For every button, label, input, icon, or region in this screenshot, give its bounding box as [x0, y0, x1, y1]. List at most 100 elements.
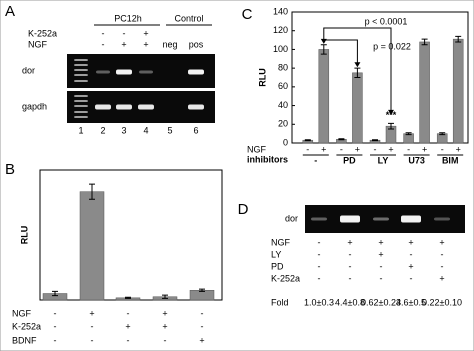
row-label: PD: [271, 261, 284, 271]
y-tick-label: 140: [273, 6, 288, 16]
sign: -: [410, 249, 413, 259]
error-bar: [439, 132, 446, 136]
sign: +: [408, 261, 413, 271]
panel-label: D: [238, 201, 249, 218]
sign: -: [306, 144, 309, 154]
sign: +: [422, 144, 427, 154]
sign: +: [89, 308, 94, 318]
sign: +: [355, 144, 360, 154]
error-bar: [320, 44, 327, 55]
bracket-arrow: [323, 27, 392, 114]
band: [138, 104, 154, 110]
band: [401, 215, 421, 223]
band: [139, 70, 153, 74]
row-label: inhibitors: [247, 154, 288, 164]
band: [74, 95, 88, 97]
y-tick-label: 120: [273, 25, 288, 35]
gel-label: gapdh: [22, 101, 47, 111]
sign: +: [199, 335, 204, 345]
error-bar: [455, 35, 462, 43]
group-label: PD: [343, 155, 356, 165]
sign: +: [378, 237, 383, 247]
arrow-head: [320, 38, 327, 44]
lane-number: 3: [121, 125, 126, 135]
error-bar: [125, 296, 131, 299]
band: [116, 104, 132, 110]
sign: -: [441, 144, 444, 154]
sign: -: [349, 249, 352, 259]
sign: +: [162, 321, 167, 331]
sign: -: [102, 28, 105, 38]
sign: -: [318, 273, 321, 283]
band: [373, 217, 389, 221]
fold-value: 3.6±0.5: [396, 297, 426, 307]
sign: -: [441, 249, 444, 259]
sign: -: [318, 261, 321, 271]
row-label: NGF: [12, 308, 32, 318]
error-bar: [89, 183, 95, 200]
band: [434, 217, 450, 221]
band: [311, 217, 327, 221]
band: [74, 111, 88, 113]
sign: -: [441, 261, 444, 271]
error-bar: [388, 122, 394, 130]
y-tick-label: 100: [273, 44, 288, 54]
sign: -: [91, 321, 94, 331]
lane-number: 5: [167, 125, 172, 135]
panel-label: C: [242, 6, 253, 23]
sign: -: [349, 261, 352, 271]
band: [188, 69, 204, 75]
gel-label: dor: [22, 65, 35, 75]
band: [74, 80, 88, 82]
sign: +: [321, 144, 326, 154]
sign: +: [408, 237, 413, 247]
band: [116, 69, 132, 75]
row-label: Fold: [271, 297, 289, 307]
bar: [419, 41, 430, 144]
annotation: p < 0.0001: [365, 16, 408, 26]
sign: -: [102, 39, 105, 49]
sign: +: [143, 39, 148, 49]
lane-number: 4: [143, 125, 148, 135]
group-label: PC12h: [114, 13, 142, 23]
gel-label: dor: [285, 213, 298, 223]
sign: -: [54, 335, 57, 345]
sign: -: [127, 308, 130, 318]
bracket-arrow: [323, 39, 358, 66]
fold-value: 0.22±0.10: [422, 297, 462, 307]
row-label: NGF: [271, 237, 291, 247]
sign: -: [123, 28, 126, 38]
y-tick-label: 80: [278, 63, 288, 73]
bar: [452, 38, 464, 144]
band: [74, 74, 88, 76]
row-label: K-252a: [271, 273, 300, 283]
control-label: neg: [162, 39, 177, 49]
group-label: -: [314, 155, 317, 165]
error-bar: [405, 132, 412, 136]
sign: -: [407, 144, 410, 154]
fold-value: 4.4±0.8: [335, 297, 365, 307]
lane-number: 2: [100, 125, 105, 135]
sign: +: [388, 144, 393, 154]
row-label: K-252a: [12, 321, 41, 331]
sign: -: [374, 144, 377, 154]
sign: -: [54, 321, 57, 331]
lane-number: 6: [193, 125, 198, 135]
sign: -: [380, 261, 383, 271]
fold-value: 0.62±0.24: [361, 297, 401, 307]
band: [74, 64, 88, 66]
group-label: U73: [408, 155, 425, 165]
band: [340, 215, 360, 223]
error-bar: [52, 290, 58, 297]
sign: -: [349, 273, 352, 283]
error-bar: [162, 294, 168, 299]
sign: +: [439, 273, 444, 283]
y-tick-label: 40: [278, 100, 288, 110]
band: [188, 104, 204, 110]
sign: -: [318, 237, 321, 247]
band: [74, 116, 88, 118]
bar: [79, 191, 105, 301]
y-axis-label: RLU: [257, 68, 267, 87]
sign: -: [164, 335, 167, 345]
y-tick-label: 60: [278, 81, 288, 91]
